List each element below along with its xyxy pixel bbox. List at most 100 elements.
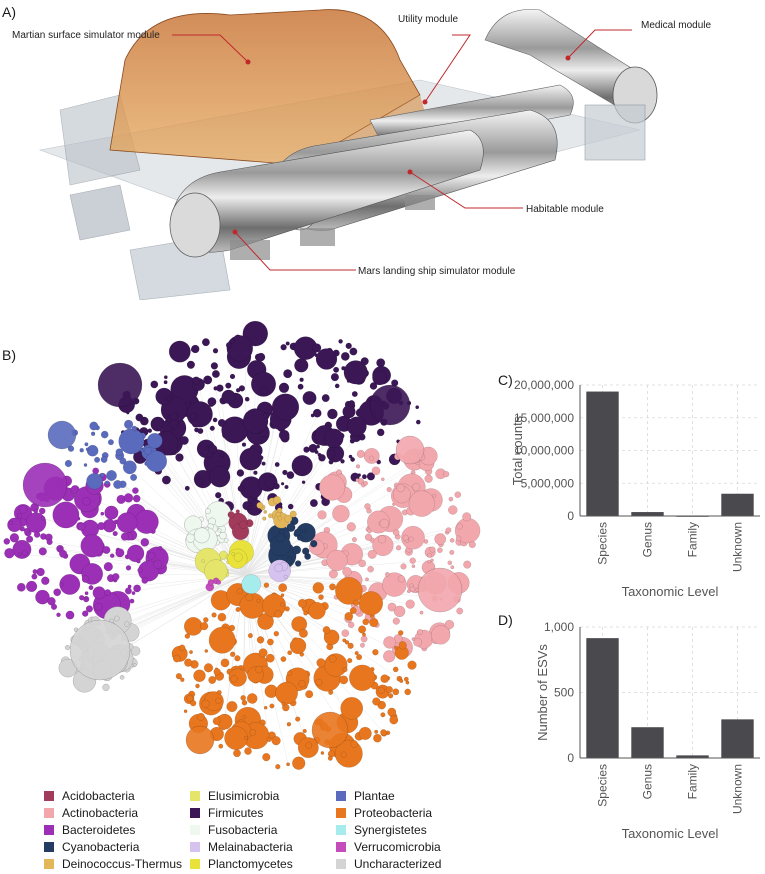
- network-node: [427, 552, 432, 558]
- network-node: [385, 686, 393, 694]
- network-node: [158, 545, 163, 551]
- network-node: [275, 764, 281, 770]
- network-node: [219, 452, 225, 457]
- network-node: [284, 514, 293, 523]
- network-node: [463, 560, 472, 569]
- network-node: [226, 701, 238, 713]
- network-node: [52, 501, 80, 529]
- network-node: [380, 477, 385, 482]
- network-node: [383, 636, 396, 649]
- network-node: [271, 393, 300, 421]
- network-node: [312, 343, 322, 353]
- network-node: [145, 450, 167, 473]
- legend-swatch: [190, 790, 200, 801]
- legend-swatch: [190, 858, 200, 869]
- network-node: [283, 369, 293, 379]
- network-node: [280, 602, 285, 607]
- network-node: [278, 382, 290, 394]
- network-node: [4, 547, 15, 559]
- network-node: [136, 559, 141, 564]
- legend-swatch: [44, 807, 54, 818]
- network-node: [94, 602, 103, 611]
- legend-item: Cyanobacteria: [44, 838, 190, 855]
- network-node: [220, 658, 230, 668]
- legend-item: Uncharacterized: [336, 855, 482, 872]
- network-node: [389, 715, 399, 725]
- network-node: [329, 583, 336, 591]
- x-tick-label: Species: [596, 522, 610, 565]
- network-hub-node: [47, 420, 77, 450]
- legend-swatch: [44, 841, 54, 852]
- network-node: [291, 616, 308, 632]
- taxonomy-network-graph: [3, 320, 481, 770]
- network-node: [262, 516, 267, 521]
- y-tick-label: 1,000: [544, 620, 574, 634]
- network-node: [413, 637, 422, 647]
- legend-swatch: [190, 841, 200, 852]
- network-node: [262, 753, 271, 762]
- network-node: [241, 699, 248, 706]
- legend-label: Proteobacteria: [354, 805, 433, 820]
- network-node: [112, 531, 118, 537]
- network-node: [26, 535, 34, 543]
- network-node: [189, 412, 198, 421]
- x-axis-title: Taxonomic Level: [622, 584, 719, 599]
- network-node: [140, 537, 150, 547]
- legend-label: Actinobacteria: [62, 805, 139, 820]
- network-node: [217, 612, 227, 622]
- network-node: [273, 482, 280, 490]
- network-node: [115, 448, 124, 456]
- network-node: [261, 461, 266, 466]
- network-node: [333, 366, 340, 373]
- legend-item: Bacteroidetes: [44, 821, 190, 838]
- callout-dots: [232, 55, 571, 235]
- network-node: [281, 701, 286, 706]
- network-node: [153, 559, 163, 569]
- network-node: [348, 454, 353, 459]
- legend-item: Proteobacteria: [336, 804, 482, 821]
- network-node: [315, 678, 323, 686]
- network-node: [354, 651, 359, 656]
- network-node: [216, 384, 224, 392]
- network-node: [340, 751, 347, 758]
- network-node: [204, 649, 209, 653]
- network-node: [239, 520, 248, 529]
- network-node: [360, 642, 366, 648]
- y-tick-label: 500: [554, 686, 574, 700]
- network-node: [404, 688, 412, 696]
- network-node: [130, 646, 141, 656]
- network-node: [275, 532, 285, 543]
- network-node: [342, 638, 347, 643]
- network-node: [170, 429, 175, 434]
- network-node: [386, 487, 392, 493]
- network-node: [328, 569, 338, 579]
- network-node: [344, 611, 354, 621]
- network-node: [407, 660, 417, 670]
- legend-item: Deinococcus-Thermus: [44, 855, 190, 872]
- network-node: [102, 545, 111, 554]
- network-node: [107, 439, 114, 446]
- network-node: [256, 501, 264, 509]
- legend-swatch: [336, 807, 346, 818]
- x-tick-label: Genus: [641, 764, 655, 799]
- legend-swatch: [44, 858, 54, 869]
- network-node: [256, 598, 261, 603]
- network-hub-node: [369, 384, 411, 426]
- network-node: [217, 418, 226, 427]
- network-node: [77, 522, 86, 531]
- network-node: [103, 562, 113, 572]
- network-node: [449, 549, 455, 555]
- network-node: [227, 511, 235, 519]
- network-node: [7, 517, 22, 533]
- network-node: [330, 372, 340, 382]
- legend-label: Melainabacteria: [208, 839, 293, 854]
- network-node: [190, 700, 197, 707]
- network-node: [235, 388, 241, 393]
- network-node: [276, 507, 283, 514]
- network-node: [36, 567, 45, 577]
- bar-species: [586, 638, 619, 758]
- network-node: [454, 491, 462, 498]
- y-tick-label: 20,000,000: [514, 378, 574, 392]
- habitat-module-illustration: Martian surface simulator module Utility…: [12, 9, 711, 300]
- network-node: [193, 669, 206, 682]
